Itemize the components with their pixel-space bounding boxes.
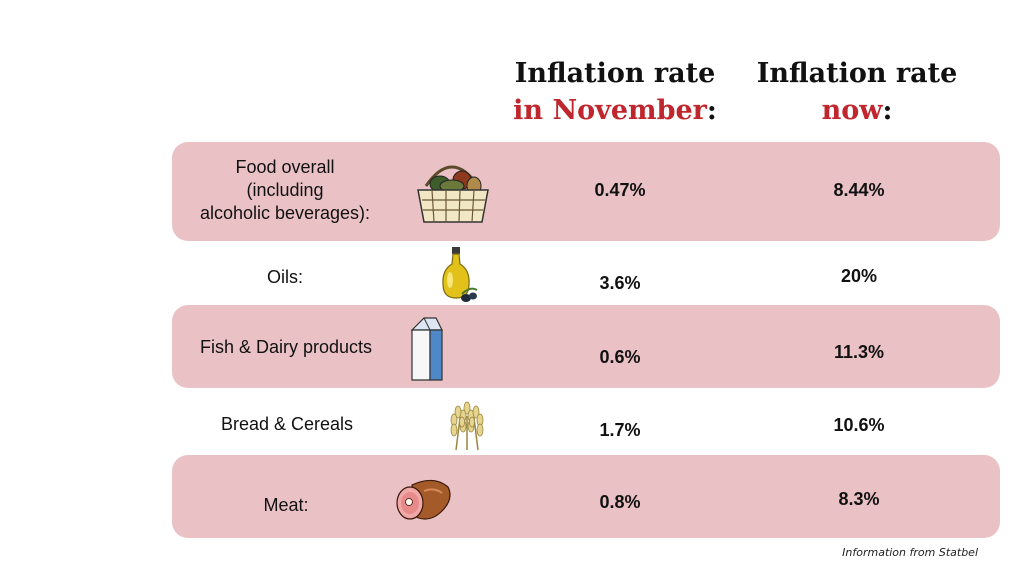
row-value-now: 10.6% [833, 415, 885, 435]
ham-icon [396, 479, 451, 520]
row-label: Meat: [263, 495, 309, 515]
row-value-november: 0.47% [594, 180, 646, 200]
wheat-icon [450, 401, 484, 451]
column-header-now-suffix: : [882, 95, 893, 126]
column-header-now-highlight: now [821, 95, 883, 126]
basket-icon [417, 165, 489, 223]
row-label: Fish & Dairy products [199, 337, 373, 357]
column-header-november-line1: Inflation rate [514, 58, 716, 89]
table-row-food-overall: Food overall (including alcoholic bevera… [172, 142, 1000, 241]
column-header-now: Inflation rate now: [737, 55, 977, 129]
table-row-bread-cereals: Bread & Cereals 1.7% 10.6% [172, 392, 1000, 452]
table-row-meat: Meat: 0.8% 8.3% [172, 455, 1000, 538]
row-value-november: 3.6% [599, 273, 641, 293]
row-value-now: 8.44% [833, 180, 885, 200]
row-value-now: 8.3% [838, 489, 880, 509]
row-value-november: 1.7% [599, 420, 641, 440]
oil-bottle-icon [442, 247, 478, 302]
row-value-now: 11.3% [833, 342, 885, 362]
row-label: Oils: [267, 267, 303, 287]
source-note: Information from Statbel [842, 546, 978, 559]
column-header-november-highlight: in November [513, 95, 707, 126]
column-header-november-suffix: : [706, 95, 717, 126]
row-value-now: 20% [840, 266, 878, 286]
table-row-fish-dairy: Fish & Dairy products 0.6% 11.3% [172, 305, 1000, 388]
row-label: Bread & Cereals [220, 414, 354, 434]
row-value-november: 0.6% [599, 347, 641, 367]
column-header-now-line1: Inflation rate [756, 58, 958, 89]
row-label: Food overall (including alcoholic bevera… [199, 157, 371, 223]
column-header-november: Inflation rate in November: [495, 55, 735, 129]
table-row-oils: Oils: 3.6% 20% [172, 244, 1000, 304]
row-value-november: 0.8% [599, 492, 641, 512]
milk-carton-icon [410, 317, 443, 381]
